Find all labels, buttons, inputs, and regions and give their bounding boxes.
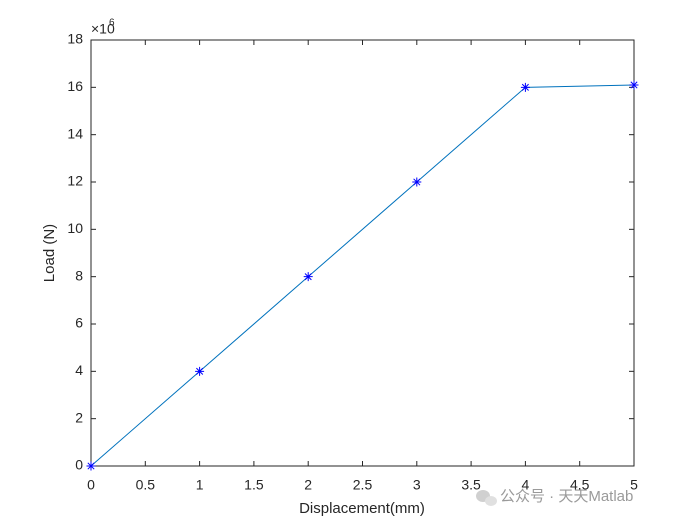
x-tick-label: 1.5 <box>244 477 264 493</box>
x-tick-label: 3 <box>413 477 421 493</box>
data-marker <box>86 461 96 471</box>
data-marker <box>303 272 313 282</box>
y-tick-label: 2 <box>75 409 83 425</box>
data-line <box>90 84 635 467</box>
x-tick-label: 3.5 <box>461 477 481 493</box>
plot-box <box>90 39 635 467</box>
data-marker <box>412 177 422 187</box>
y-tick-label: 6 <box>75 315 83 331</box>
x-tick-label: 0.5 <box>136 477 156 493</box>
y-tick-label: 12 <box>67 173 83 189</box>
x-tick-label: 2 <box>304 477 312 493</box>
x-tick-label: 4 <box>522 477 530 493</box>
data-marker <box>629 80 639 90</box>
y-tick-label: 10 <box>67 220 83 236</box>
y-tick-label: 16 <box>67 78 83 94</box>
x-tick-label: 0 <box>87 477 95 493</box>
y-tick-label: 18 <box>67 31 83 47</box>
y-multiplier-base: ×10 <box>91 21 115 37</box>
y-tick-label: 0 <box>75 457 83 473</box>
x-tick-label: 2.5 <box>353 477 373 493</box>
y-tick-label: 8 <box>75 267 83 283</box>
x-tick-label: 1 <box>196 477 204 493</box>
data-marker <box>195 366 205 376</box>
y-multiplier-power: 6 <box>109 18 115 29</box>
watermark-icon <box>476 490 497 506</box>
y-axis-label: Load (N) <box>41 224 58 282</box>
x-axis-label: Displacement(mm) <box>299 500 425 517</box>
y-tick-label: 14 <box>67 125 83 141</box>
x-tick-label: 5 <box>630 477 638 493</box>
y-tick-label: 4 <box>75 362 83 378</box>
watermark: 公众号 · 天天Matlab <box>500 488 633 505</box>
data-marker <box>520 82 530 92</box>
x-tick-label: 4.5 <box>570 477 590 493</box>
